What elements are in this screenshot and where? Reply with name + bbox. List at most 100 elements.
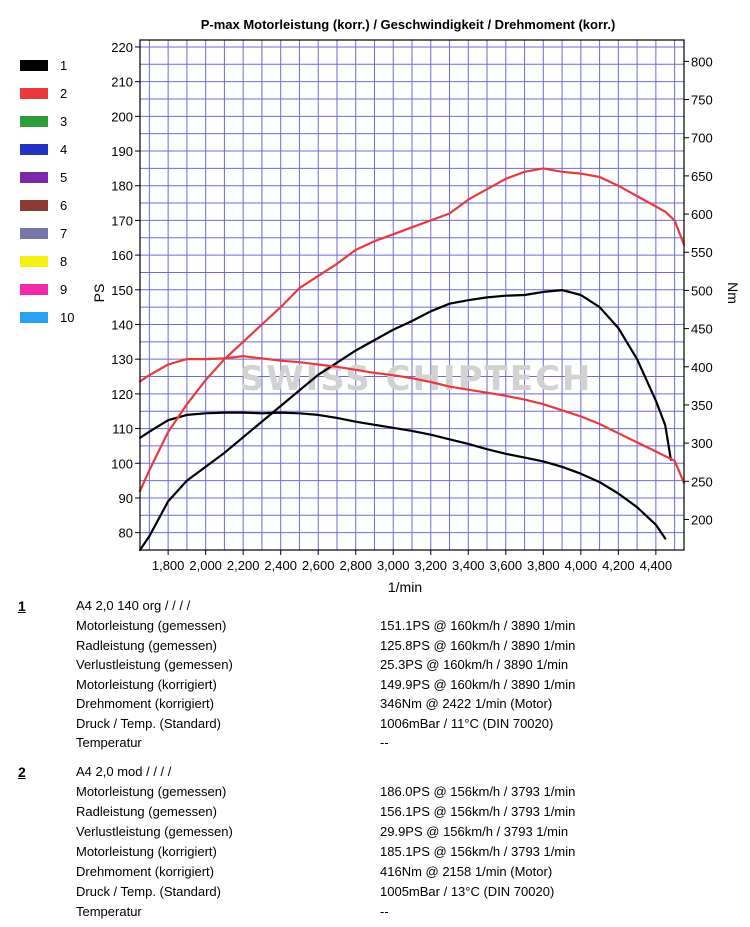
y-right-tick-label: 250 [691, 474, 713, 489]
legend: 1 2 3 4 5 6 7 8 9 10 [20, 58, 74, 325]
x-tick-label: 4,200 [602, 558, 635, 573]
legend-swatch [20, 228, 48, 239]
x-tick-label: 3,600 [490, 558, 523, 573]
result-row: Druck / Temp. (Standard) 1005mBar / 13°C … [76, 884, 736, 902]
y-right-tick-label: 200 [691, 512, 713, 527]
legend-swatch [20, 284, 48, 295]
result-row: Radleistung (gemessen) 125.8PS @ 160km/h … [76, 638, 736, 656]
x-tick-label: 1,800 [152, 558, 185, 573]
grid [140, 40, 684, 550]
y-left-axis-label: PS [91, 284, 107, 303]
row-label: Druck / Temp. (Standard) [76, 715, 221, 731]
run-name: A4 2,0 140 org / / / / [76, 598, 191, 613]
y-right-tick-label: 500 [691, 283, 713, 298]
x-tick-labels: 1,800 2,000 2,200 2,400 2,600 2,800 3,000 3,200… [152, 550, 672, 573]
result-row: Verlustleistung (gemessen) 29.9PS @ 156km… [76, 824, 736, 842]
result-row: Drehmoment (korrigiert) 416Nm @ 2158 1/mi… [76, 864, 736, 882]
row-value: 1005mBar / 13°C (DIN 70020) [380, 884, 555, 899]
legend-swatch [20, 144, 48, 155]
row-label: Verlustleistung (gemessen) [76, 824, 233, 839]
legend-label: 8 [60, 254, 67, 269]
row-value: 186.0PS @ 156km/h / 3793 1/min [380, 784, 576, 799]
y-left-tick-label: 170 [111, 213, 133, 228]
legend-label: 10 [60, 310, 74, 325]
y-right-tick-label: 700 [691, 131, 713, 146]
row-value: 149.9PS @ 160km/h / 3890 1/min [380, 676, 576, 692]
y-left-tick-label: 180 [111, 179, 133, 194]
x-tick-label: 4,400 [640, 558, 673, 573]
row-value: 156.1PS @ 156km/h / 3793 1/min [380, 804, 576, 819]
y-right-tick-label: 350 [691, 398, 713, 413]
x-axis-label: 1/min [388, 579, 422, 595]
row-value: -- [380, 904, 389, 919]
result-row: Druck / Temp. (Standard) 1006mBar / 11°C … [76, 716, 736, 734]
y-right-tick-label: 400 [691, 360, 713, 375]
row-label: Verlustleistung (gemessen) [76, 657, 233, 672]
row-label: Drehmoment (korrigiert) [76, 696, 214, 711]
run-name: A4 2,0 mod / / / / [76, 764, 172, 779]
legend-label: 3 [60, 114, 67, 129]
y-right-axis-label: Nm [725, 282, 741, 304]
x-tick-label: 3,000 [377, 558, 410, 573]
row-value: 416Nm @ 2158 1/min (Motor) [380, 864, 553, 879]
run-number: 1 [18, 598, 26, 614]
y-right-tick-label: 650 [691, 169, 713, 184]
row-value: 185.1PS @ 156km/h / 3793 1/min [380, 844, 576, 859]
legend-label: 1 [60, 58, 67, 73]
y-right-tick-label: 600 [691, 207, 713, 222]
legend-label: 5 [60, 170, 67, 185]
legend-label: 7 [60, 226, 67, 241]
row-label: Radleistung (gemessen) [76, 804, 217, 819]
result-row: Drehmoment (korrigiert) 346Nm @ 2422 1/mi… [76, 696, 736, 714]
y-left-tick-label: 210 [111, 75, 133, 90]
legend-label: 2 [60, 86, 67, 101]
row-value: -- [380, 735, 389, 750]
y-left-tick-label: 120 [111, 387, 133, 402]
row-value: 1006mBar / 11°C (DIN 70020) [380, 715, 554, 731]
y-left-tick-label: 110 [112, 422, 133, 437]
result-row: Verlustleistung (gemessen) 25.3PS @ 160km… [76, 657, 736, 675]
row-label: Druck / Temp. (Standard) [76, 884, 221, 899]
y-right-tick-labels: 200 250 300 350 400 450 500 550 600 650 700 750 800 [684, 54, 713, 527]
run-number: 2 [18, 764, 26, 780]
legend-swatch [20, 200, 48, 211]
legend-label: 6 [60, 198, 67, 213]
legend-label: 4 [60, 142, 67, 157]
row-value: 29.9PS @ 156km/h / 3793 1/min [380, 824, 569, 839]
x-tick-label: 2,800 [339, 558, 372, 573]
row-value: 125.8PS @ 160km/h / 3890 1/min [380, 637, 576, 653]
y-right-tick-label: 550 [691, 245, 713, 260]
row-label: Radleistung (gemessen) [76, 637, 217, 653]
y-left-tick-label: 90 [119, 491, 133, 506]
y-right-tick-label: 300 [691, 436, 713, 451]
result-row: Motorleistung (korrigiert) 149.9PS @ 160k… [76, 677, 736, 695]
x-tick-label: 3,200 [414, 558, 447, 573]
legend-swatch [20, 116, 48, 127]
y-left-tick-label: 130 [111, 352, 133, 367]
y-right-tick-label: 750 [691, 93, 713, 108]
x-tick-label: 3,400 [452, 558, 485, 573]
row-label: Motorleistung (korrigiert) [76, 676, 217, 692]
row-label: Motorleistung (gemessen) [76, 784, 227, 799]
x-tick-label: 2,400 [264, 558, 297, 573]
y-left-tick-labels: 80 90 100 110 120 130 140 150 160 170 180 190 200 210… [111, 40, 140, 541]
row-label: Temperatur [76, 735, 142, 750]
x-tick-label: 4,000 [565, 558, 598, 573]
plot-frame [139, 39, 685, 551]
dyno-chart: P-max Motorleistung (korr.) / Geschwindi… [20, 17, 741, 595]
row-label: Drehmoment (korrigiert) [76, 864, 214, 879]
y-left-tick-label: 200 [111, 109, 133, 124]
y-left-tick-label: 100 [111, 456, 133, 471]
x-tick-label: 2,200 [227, 558, 260, 573]
series-1-power-line [138, 289, 673, 552]
y-left-tick-label: 80 [119, 526, 133, 541]
y-right-tick-label: 450 [691, 322, 713, 337]
result-row: Motorleistung (gemessen) 186.0PS @ 156km/… [76, 784, 736, 802]
y-left-tick-label: 140 [111, 317, 133, 332]
legend-swatch [20, 88, 48, 99]
row-value: 346Nm @ 2422 1/min (Motor) [380, 696, 553, 711]
y-left-tick-label: 150 [111, 283, 133, 298]
y-left-tick-label: 220 [111, 40, 133, 55]
chart-title: P-max Motorleistung (korr.) / Geschwindi… [201, 17, 616, 32]
series-lines [138, 167, 686, 552]
